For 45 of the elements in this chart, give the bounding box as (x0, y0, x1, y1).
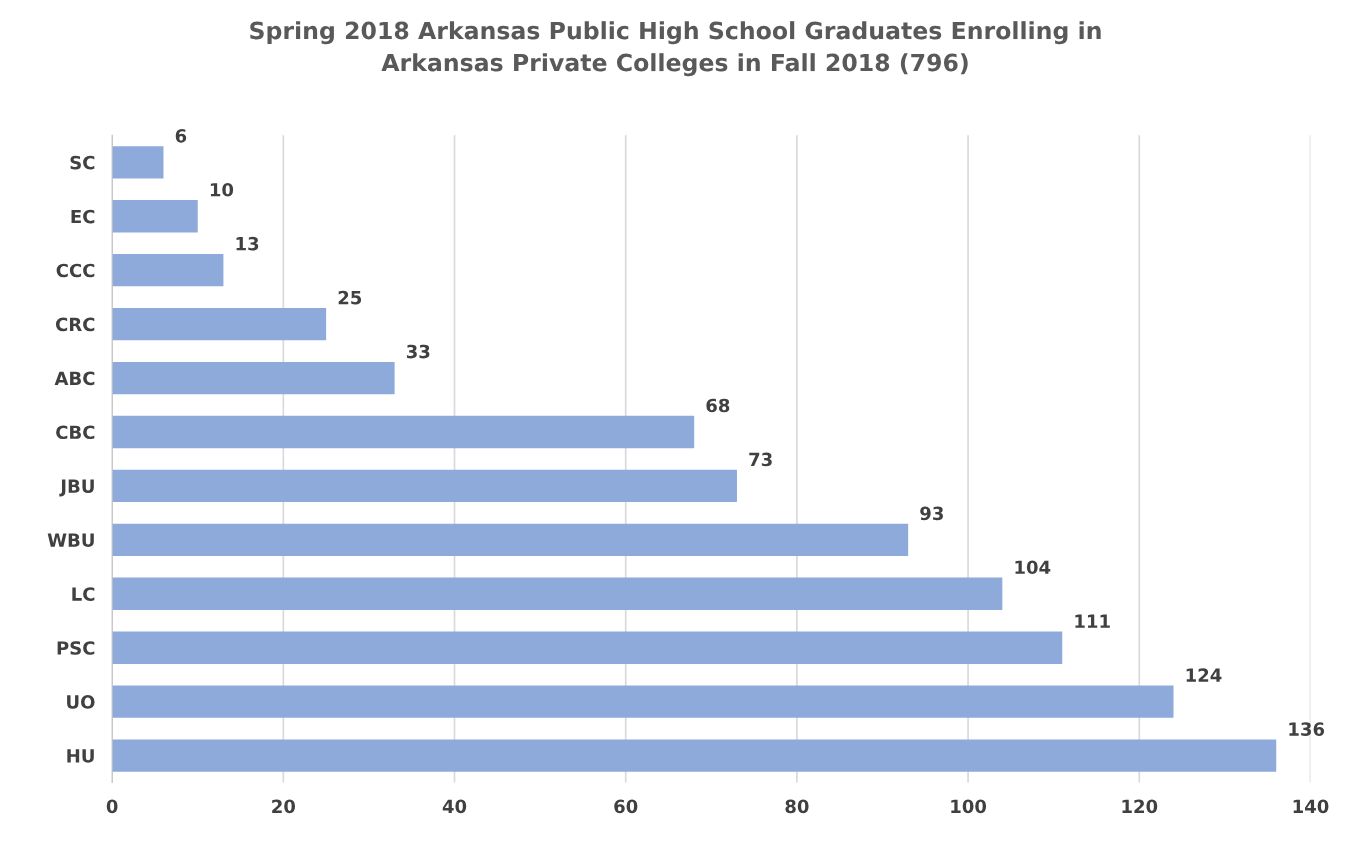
chart-title: Spring 2018 Arkansas Public High School Graduates Enrolling in Arkansas Private Colleges in Fall 2018 (796) (250, 21, 1101, 77)
bar (112, 469, 737, 503)
bar (112, 307, 327, 341)
data-label: 10 (210, 182, 234, 197)
bar (112, 739, 1277, 772)
y-tick-label: WBU (47, 533, 94, 547)
bar (112, 254, 224, 287)
y-tick-label: JBU (59, 479, 94, 497)
x-tick-label: 120 (1122, 799, 1158, 814)
x-tick-label: 0 (106, 799, 118, 814)
data-label: 68 (706, 398, 730, 413)
data-label: 124 (1186, 668, 1222, 682)
data-label: 6 (175, 129, 187, 143)
bar (112, 361, 395, 395)
data-label: 93 (920, 506, 943, 521)
bar (112, 685, 1174, 718)
y-tick-label: UO (67, 695, 95, 709)
bar (112, 146, 164, 179)
y-tick-label: CBC (56, 425, 95, 440)
data-label: 104 (1015, 560, 1051, 575)
y-tick-label: CRC (55, 317, 95, 332)
x-tick-label: 40 (442, 799, 467, 814)
data-label: 13 (236, 236, 259, 251)
x-tick-label: 80 (785, 799, 809, 814)
data-label: 73 (749, 452, 772, 467)
bar (112, 523, 909, 557)
y-tick-label: HU (67, 749, 94, 763)
bar (112, 577, 1003, 610)
bar (112, 200, 198, 233)
y-tick-label: ABC (54, 371, 95, 386)
x-tick-label: 100 (951, 799, 987, 814)
x-tick-label: 140 (1293, 799, 1329, 814)
y-tick-label: EC (71, 209, 95, 224)
y-tick-label: PSC (57, 641, 95, 655)
data-label: 25 (338, 290, 362, 305)
y-tick-label: LC (72, 587, 95, 601)
data-label: 136 (1289, 722, 1325, 736)
x-tick-label: 60 (614, 799, 638, 814)
data-label: 111 (1075, 614, 1110, 628)
y-tick-label: CCC (56, 263, 95, 278)
x-tick-label: 20 (272, 799, 296, 814)
data-label: 33 (406, 344, 430, 359)
y-tick-label: SC (70, 155, 95, 170)
bar (112, 415, 695, 449)
bar (112, 631, 1063, 664)
